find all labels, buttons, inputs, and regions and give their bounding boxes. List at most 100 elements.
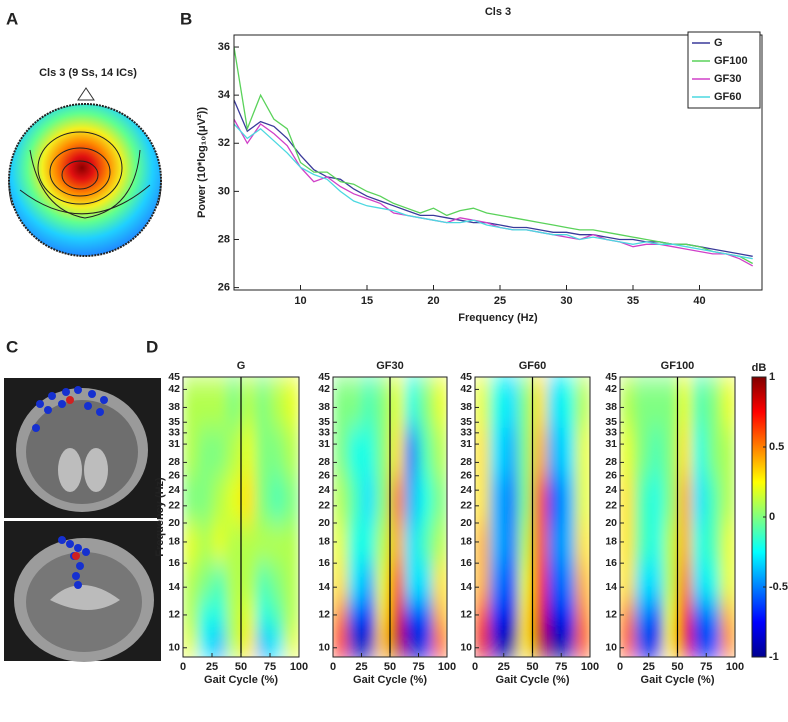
heat-cell	[503, 600, 519, 632]
y-tick-label: 45	[605, 371, 617, 383]
heat-cell	[546, 427, 562, 477]
y-tick-label: 36	[218, 41, 230, 53]
heat-cell	[706, 600, 722, 632]
heat-cell	[255, 522, 271, 564]
heat-cell	[546, 630, 562, 657]
y-tick-label: 16	[460, 557, 472, 569]
heat-cell	[489, 522, 505, 564]
heat-cell	[634, 475, 650, 524]
heat-cell	[561, 522, 577, 564]
legend-box	[687, 31, 761, 109]
heat-cell	[361, 522, 377, 564]
y-tick-label: 31	[460, 438, 472, 450]
heat-cell	[561, 563, 577, 602]
heat-cell	[197, 563, 213, 602]
heat-cell	[663, 475, 678, 524]
heat-cell	[226, 377, 242, 428]
heat-cell	[241, 427, 256, 477]
heat-cell	[404, 563, 419, 602]
heat-cell	[183, 600, 198, 632]
heat-cell	[532, 600, 548, 632]
heat-cell	[648, 522, 664, 564]
legend-label: GF60	[714, 91, 742, 103]
heat-cell	[561, 600, 577, 632]
heat-cell	[648, 563, 664, 602]
heat-cell	[183, 377, 198, 428]
heat-cell	[197, 600, 213, 632]
y-tick-label: 22	[460, 500, 472, 512]
y-axis-label: Frequency (Hz)	[154, 477, 166, 557]
heat-cell	[361, 630, 377, 657]
heat-cell	[432, 522, 447, 564]
heat-cell	[489, 427, 505, 477]
heat-cell	[432, 563, 447, 602]
heat-cell	[183, 475, 198, 524]
heat-cell	[284, 427, 299, 477]
y-tick-label: 28	[318, 456, 330, 468]
y-tick-label: 20	[318, 517, 330, 529]
heat-cell	[270, 600, 285, 632]
heat-cell	[270, 427, 285, 477]
x-axis-label: Gait Cycle (%)	[641, 674, 715, 686]
y-tick-label: 10	[460, 642, 472, 654]
heatmap-blur	[333, 377, 447, 657]
y-tick-label: 28	[168, 456, 180, 468]
x-tick-label: 0	[330, 661, 336, 673]
y-tick-label: 24	[318, 484, 330, 496]
x-tick-label: 100	[438, 661, 456, 673]
y-tick-label: 20	[460, 517, 472, 529]
heat-cell	[620, 427, 635, 477]
heat-cell	[518, 377, 533, 428]
x-tick-label: 75	[412, 661, 424, 673]
y-tick-label: 38	[460, 401, 472, 413]
x-tick-label: 50	[671, 661, 683, 673]
heat-cell	[375, 600, 391, 632]
heat-cell	[503, 522, 519, 564]
heat-cell	[532, 563, 548, 602]
heat-cell	[390, 377, 405, 428]
heat-cell	[333, 563, 348, 602]
heat-cell	[620, 522, 635, 564]
heat-cell	[226, 427, 242, 477]
heat-cell	[489, 475, 505, 524]
x-tick-label: 25	[643, 661, 655, 673]
heat-cell	[241, 377, 256, 428]
y-tick-label: 31	[168, 438, 180, 450]
heat-cell	[475, 600, 490, 632]
legend-label: GF30	[714, 73, 742, 85]
y-tick-label: 12	[605, 609, 617, 621]
heat-cell	[197, 377, 213, 428]
chart-title: GF60	[519, 360, 547, 372]
x-tick-label: 0	[472, 661, 478, 673]
heat-cell	[561, 377, 577, 428]
y-tick-label: 35	[460, 416, 472, 428]
heat-cell	[333, 377, 348, 428]
heat-cell	[648, 600, 664, 632]
heat-cell	[706, 563, 722, 602]
heat-cell	[418, 600, 434, 632]
heat-cell	[361, 563, 377, 602]
heat-cell	[518, 475, 533, 524]
y-tick-label: 32	[218, 137, 230, 149]
x-axis-label: Gait Cycle (%)	[204, 674, 278, 686]
chart-title: G	[237, 360, 246, 372]
y-tick-label: 26	[318, 470, 330, 482]
y-tick-label: 10	[168, 642, 180, 654]
heat-cell	[270, 377, 285, 428]
heat-cell	[575, 600, 590, 632]
y-tick-label: 22	[168, 500, 180, 512]
heat-cell	[546, 563, 562, 602]
heat-cell	[241, 563, 256, 602]
x-tick-label: 25	[206, 661, 218, 673]
x-tick-label: 75	[264, 661, 276, 673]
heat-cell	[404, 475, 419, 524]
y-tick-label: 42	[168, 383, 180, 395]
heat-cell	[677, 522, 693, 564]
y-tick-label: 45	[168, 371, 180, 383]
heat-cell	[375, 630, 391, 657]
y-tick-label: 24	[605, 484, 617, 496]
x-tick-label: 50	[384, 661, 396, 673]
heat-cell	[432, 600, 447, 632]
heat-cell	[284, 522, 299, 564]
heat-cell	[390, 475, 405, 524]
